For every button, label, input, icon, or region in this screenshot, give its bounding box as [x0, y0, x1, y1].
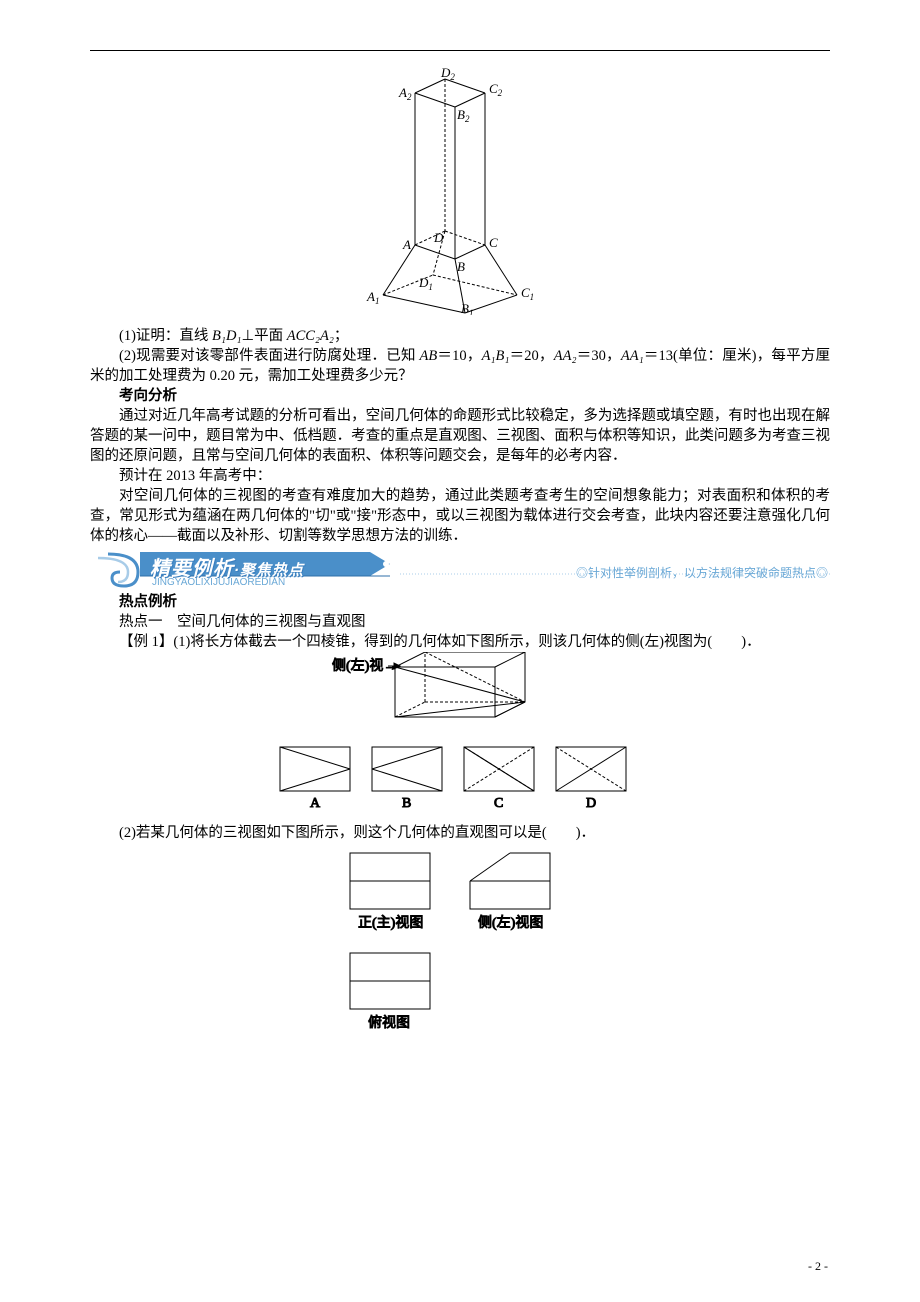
example-1-q1: 【例 1】(1)将长方体截去一个四棱锥，得到的几何体如下图所示，则该几何体的侧(… [90, 632, 830, 652]
proof-line-2: (2)现需要对该零部件表面进行防腐处理．已知 AB＝10，A₁B₁＝20，AA₂… [90, 346, 830, 386]
svg-text:C: C [489, 235, 498, 250]
svg-text:B: B [402, 796, 411, 811]
figure-prism: A2 D2 C2 B2 A D C B A1 D1 C1 B1 [90, 65, 830, 320]
options-svg: 侧(左)视→ A B [240, 652, 680, 812]
svg-text:A2: A2 [398, 85, 412, 102]
svg-text:俯视图: 俯视图 [368, 1015, 410, 1031]
proof-line-1: (1)证明：直线 B₁D₁⊥平面 ACC₂A₂； [90, 326, 830, 346]
heading-kaoxiang: 考向分析 [90, 386, 830, 406]
svg-text:D2: D2 [440, 65, 455, 82]
svg-text:C1: C1 [521, 285, 534, 302]
svg-text:A: A [310, 796, 321, 811]
svg-text:C2: C2 [489, 81, 503, 98]
svg-text:C: C [494, 796, 503, 811]
prism-svg: A2 D2 C2 B2 A D C B A1 D1 C1 B1 [345, 65, 575, 315]
para-analysis-1: 通过对近几年高考试题的分析可看出，空间几何体的命题形式比较稳定，多为选择题或填空… [90, 406, 830, 466]
svg-text:D: D [586, 796, 596, 811]
banner-right-text: ◎针对性举例剖析，以方法规律突破命题热点◎ [576, 564, 828, 581]
para-analysis-2a: 预计在 2013 年高考中： [90, 466, 830, 486]
svg-text:B1: B1 [461, 301, 473, 315]
svg-text:B2: B2 [457, 107, 470, 124]
svg-text:D1: D1 [418, 275, 433, 292]
svg-text:A1: A1 [366, 289, 379, 306]
svg-text:B: B [457, 259, 465, 274]
figure-three-views: 正(主)视图 侧(左)视图 俯视图 [90, 843, 830, 1058]
para-analysis-2b: 对空间几何体的三视图的考查有难度加大的趋势，通过此类题考查考生的空间想象能力；对… [90, 486, 830, 546]
svg-text:D: D [433, 230, 444, 245]
heading-hotspot-1: 热点一 空间几何体的三视图与直观图 [90, 612, 830, 632]
banner: 精要例析·聚焦热点 JINGYAOLIXIJUJIAOREDIAN ◎针对性举例… [90, 552, 830, 590]
svg-text:正(主)视图: 正(主)视图 [358, 915, 423, 931]
top-rule [90, 50, 830, 51]
banner-pinyin: JINGYAOLIXIJUJIAOREDIAN [152, 577, 285, 588]
example-1-q2: (2)若某几何体的三视图如下图所示，则这个几何体的直观图可以是( )． [90, 823, 830, 843]
figure-options: 侧(左)视→ A B [90, 652, 830, 817]
svg-text:侧(左)视→: 侧(左)视→ [332, 658, 397, 674]
svg-text:侧(左)视图: 侧(左)视图 [478, 915, 543, 931]
three-views-svg: 正(主)视图 侧(左)视图 俯视图 [310, 843, 610, 1053]
heading-redian: 热点例析 [90, 592, 830, 612]
page-number: - 2 - [808, 1259, 828, 1274]
svg-text:A: A [402, 237, 411, 252]
